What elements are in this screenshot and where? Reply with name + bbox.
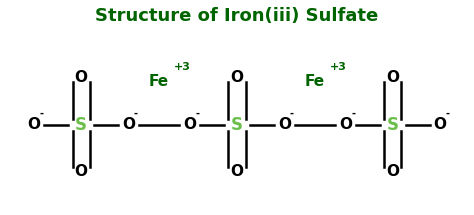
Text: O: O [386,70,400,85]
Text: O: O [278,117,291,132]
Text: -: - [195,109,199,119]
Text: O: O [339,117,352,132]
Text: -: - [351,109,355,119]
Text: +3: +3 [330,62,347,72]
Text: O: O [230,70,244,85]
Text: Structure of Iron(iii) Sulfate: Structure of Iron(iii) Sulfate [95,7,379,25]
Text: Fe: Fe [305,74,325,89]
Text: +3: +3 [174,62,191,72]
Text: -: - [134,109,138,119]
Text: O: O [27,117,40,132]
Text: Fe: Fe [149,74,169,89]
Text: O: O [230,164,244,179]
Text: -: - [446,109,450,119]
Text: O: O [122,117,135,132]
Text: S: S [387,116,399,134]
Text: O: O [74,164,88,179]
Text: O: O [74,70,88,85]
Text: -: - [39,109,43,119]
Text: -: - [290,109,294,119]
Text: O: O [183,117,196,132]
Text: O: O [386,164,400,179]
Text: S: S [231,116,243,134]
Text: O: O [434,117,447,132]
Text: S: S [75,116,87,134]
